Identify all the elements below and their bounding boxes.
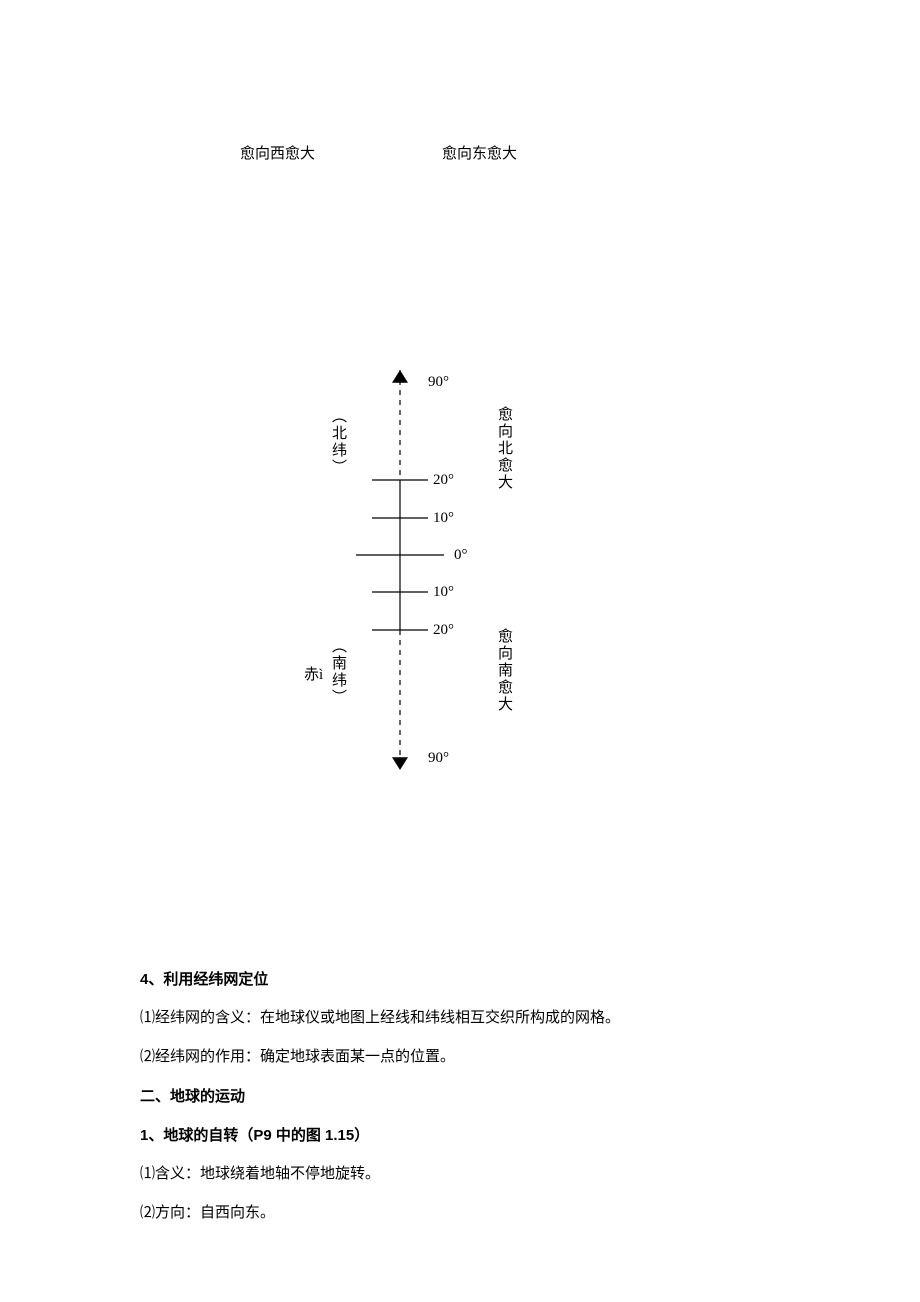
tick-10s: 10° xyxy=(433,584,454,601)
paragraph-2-1: ⑴含义：地球绕着地轴不停地旋转。 xyxy=(140,1155,780,1194)
latitude-diagram: 90° 20° 10° 0° 10° 20° 90° （北纬） （南纬） 赤ì … xyxy=(280,360,640,780)
tick-10n: 10° xyxy=(433,510,454,527)
west-increase-label: 愈向西愈大 xyxy=(240,142,315,163)
tick-90n: 90° xyxy=(428,374,449,391)
tick-20n: 20° xyxy=(433,472,454,489)
equator-label: 赤ì xyxy=(304,663,323,684)
tick-20s: 20° xyxy=(433,622,454,639)
south-lat-label: （南纬） xyxy=(328,638,349,706)
paragraph-2-2: ⑵方向：自西向东。 xyxy=(140,1194,780,1233)
south-increase-label: 愈向南愈大 xyxy=(494,628,515,713)
tick-90s: 90° xyxy=(428,750,449,767)
east-increase-label: 愈向东愈大 xyxy=(442,142,517,163)
north-increase-label: 愈向北愈大 xyxy=(494,406,515,491)
tick-0: 0° xyxy=(454,547,468,564)
body-text-block: 4、利用经纬网定位 ⑴经纬网的含义：在地球仪或地图上经线和纬线相互交织所构成的网… xyxy=(140,960,780,1233)
heading-2: 二、地球的运动 xyxy=(140,1077,780,1116)
paragraph-4-1: ⑴经纬网的含义：在地球仪或地图上经线和纬线相互交织所构成的网格。 xyxy=(140,999,780,1038)
paragraph-4-2: ⑵经纬网的作用：确定地球表面某一点的位置。 xyxy=(140,1038,780,1077)
heading-4: 4、利用经纬网定位 xyxy=(140,960,780,999)
north-lat-label: （北纬） xyxy=(328,408,349,476)
heading-2-1: 1、地球的自转（P9 中的图 1.15） xyxy=(140,1116,780,1155)
